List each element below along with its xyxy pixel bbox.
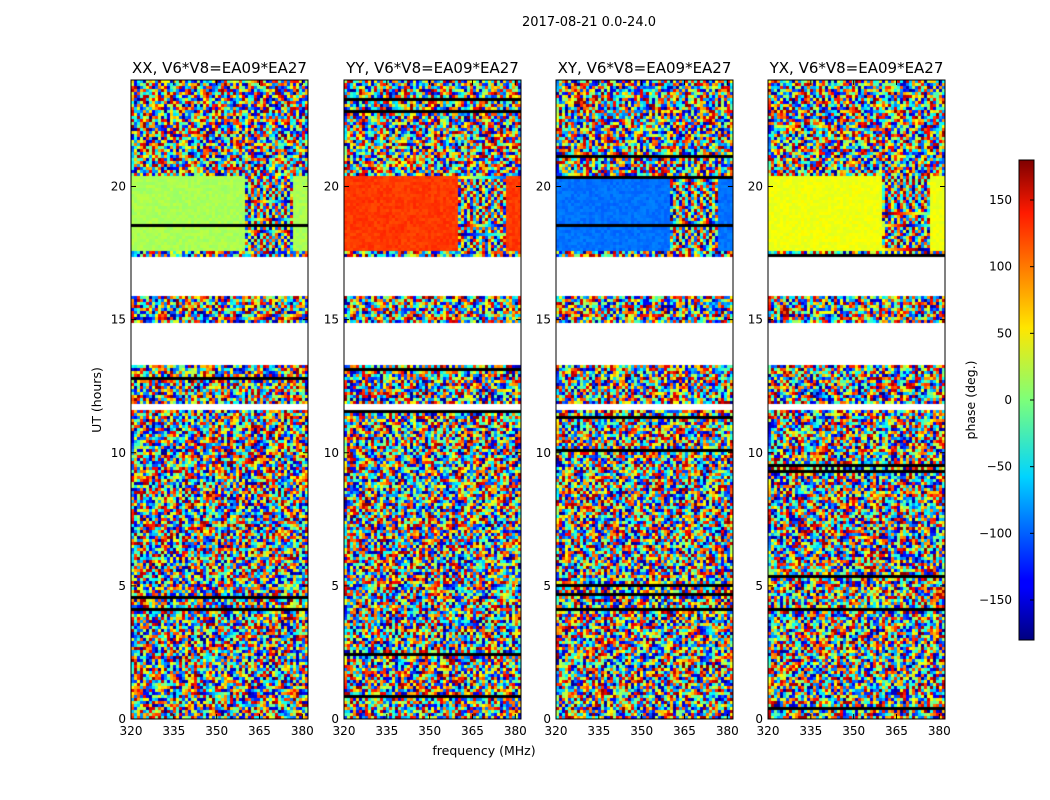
x-tick-label: 380 — [291, 724, 314, 738]
x-tick-label: 335 — [587, 724, 610, 738]
x-tick-label: 335 — [799, 724, 822, 738]
x-tick-label: 320 — [757, 724, 780, 738]
x-tick-label: 320 — [333, 724, 356, 738]
y-tick-label: 10 — [748, 446, 763, 460]
x-tick-label: 350 — [842, 724, 865, 738]
panel-4-frame — [767, 79, 946, 720]
x-tick-label: 365 — [673, 724, 696, 738]
panel-1-heatmap — [131, 80, 308, 719]
panel-3-title: XY, V6*V8=EA09*EA27 — [558, 59, 732, 77]
y-tick-label: 5 — [118, 579, 126, 593]
colorbar-tick-label: 100 — [989, 260, 1012, 274]
panel-2-title: YY, V6*V8=EA09*EA27 — [345, 59, 519, 77]
panel-1-title: XX, V6*V8=EA09*EA27 — [132, 59, 307, 77]
y-tick-label: 5 — [543, 579, 551, 593]
y-tick-label: 15 — [111, 313, 126, 327]
panel-3-heatmap — [556, 80, 733, 719]
colorbar-label: phase (deg.) — [963, 361, 978, 440]
x-tick-label: 350 — [630, 724, 653, 738]
colorbar-tick-label: −150 — [979, 593, 1012, 607]
y-tick-label: 15 — [748, 313, 763, 327]
x-tick-label: 320 — [120, 724, 143, 738]
x-tick-label: 380 — [716, 724, 739, 738]
y-tick-label: 5 — [331, 579, 339, 593]
y-tick-label: 0 — [331, 712, 339, 726]
y-tick-label: 5 — [755, 579, 763, 593]
y-tick-label: 10 — [324, 446, 339, 460]
panel-4: YX, V6*V8=EA09*EA27 320 335 350 365 380 0 5 10 15… — [748, 59, 951, 738]
panel-1-frame — [130, 79, 309, 720]
figure-title: 2017-08-21 0.0-24.0 — [522, 15, 656, 30]
x-tick-label: 335 — [162, 724, 185, 738]
y-tick-label: 20 — [111, 180, 126, 194]
panel-4-heatmap — [768, 80, 945, 719]
x-tick-label: 335 — [375, 724, 398, 738]
colorbar-tick-label: 150 — [989, 193, 1012, 207]
x-tick-label: 320 — [545, 724, 568, 738]
panel-2-frame — [343, 79, 522, 720]
x-tick-label: 350 — [205, 724, 228, 738]
y-tick-label: 20 — [748, 180, 763, 194]
panels-group: XX, V6*V8=EA09*EA27 320 335 350 365 380 0 5 10 15… — [111, 59, 951, 738]
x-tick-label: 365 — [461, 724, 484, 738]
panel-1: XX, V6*V8=EA09*EA27 320 335 350 365 380 0 5 10 15… — [111, 59, 314, 738]
colorbar: 150 100 50 0 −50 −100 −150 phase (deg.) — [963, 159, 1035, 641]
colorbar-tick-label: −50 — [987, 460, 1012, 474]
x-tick-label: 365 — [885, 724, 908, 738]
y-tick-label: 0 — [118, 712, 126, 726]
x-axis-label: frequency (MHz) — [432, 743, 535, 758]
panel-3: XY, V6*V8=EA09*EA27 320 335 350 365 380 0 5 10 15… — [536, 59, 739, 738]
y-tick-label: 0 — [755, 712, 763, 726]
panel-2: YY, V6*V8=EA09*EA27 320 335 350 365 380 0 5 10 15… — [324, 59, 527, 738]
x-tick-label: 380 — [928, 724, 951, 738]
y-axis-label: UT (hours) — [89, 367, 104, 433]
panel-4-title: YX, V6*V8=EA09*EA27 — [769, 59, 944, 77]
colorbar-tick-label: 50 — [997, 326, 1012, 340]
colorbar-tick-label: 0 — [1004, 393, 1012, 407]
x-tick-label: 350 — [418, 724, 441, 738]
y-tick-label: 20 — [324, 180, 339, 194]
y-tick-label: 15 — [324, 313, 339, 327]
y-tick-label: 15 — [536, 313, 551, 327]
colorbar-ticks: 150 100 50 0 −50 −100 −150 — [979, 193, 1034, 607]
y-tick-label: 0 — [543, 712, 551, 726]
y-tick-label: 10 — [111, 446, 126, 460]
x-tick-label: 365 — [248, 724, 271, 738]
panel-3-frame — [555, 79, 734, 720]
panel-2-heatmap — [344, 80, 521, 719]
y-tick-label: 20 — [536, 180, 551, 194]
colorbar-tick-label: −100 — [979, 526, 1012, 540]
x-tick-label: 380 — [504, 724, 527, 738]
y-tick-label: 10 — [536, 446, 551, 460]
